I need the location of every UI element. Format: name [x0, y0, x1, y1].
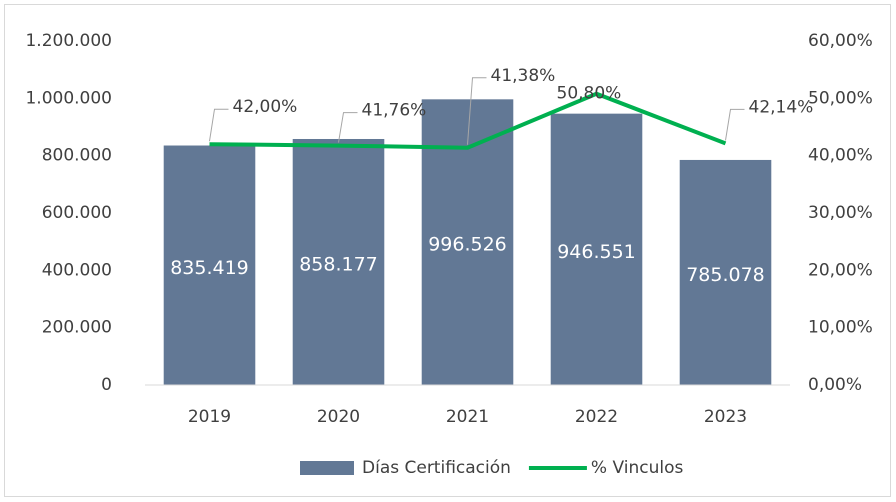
bar — [679, 159, 772, 385]
y2-tick-label: 0,00% — [808, 375, 862, 395]
x-tick-label: 2022 — [575, 407, 618, 427]
line-value-label: 42,00% — [233, 97, 298, 117]
line — [209, 91, 727, 150]
y-tick-label: 400.000 — [42, 260, 112, 280]
bar-value-label: 858.177 — [299, 253, 378, 275]
bar-value-label: 946.551 — [557, 241, 636, 263]
legend-label: Días Certificación — [362, 458, 511, 478]
line-value-label: 41,38% — [491, 66, 556, 86]
bar-value-label: 996.526 — [428, 234, 507, 256]
line-value-label: 42,14% — [749, 97, 814, 117]
leader-line — [725, 108, 745, 141]
y-tick-label: 600.000 — [42, 203, 112, 223]
y2-tick-label: 20,00% — [808, 260, 873, 280]
line-value-label: 50,80% — [557, 84, 622, 104]
y-tick-label: 200.000 — [42, 318, 112, 338]
bar — [550, 113, 643, 385]
y-tick-label: 1.000.000 — [25, 88, 112, 108]
leader-line — [209, 108, 229, 142]
x-tick-label: 2020 — [317, 407, 360, 427]
leader-line — [338, 112, 358, 143]
y-tick-label: 1.200.000 — [25, 31, 112, 51]
legend-label: % Vinculos — [591, 458, 684, 478]
y2-tick-label: 50,00% — [808, 88, 873, 108]
y2-tick-label: 10,00% — [808, 318, 873, 338]
leader-line — [467, 77, 487, 145]
bar-value-label: 785.078 — [686, 264, 765, 286]
y2-tick-label: 40,00% — [808, 146, 873, 166]
bar-value-label: 835.419 — [170, 257, 249, 279]
bar — [292, 138, 385, 385]
x-tick-label: 2023 — [704, 407, 747, 427]
x-tick-label: 2019 — [188, 407, 231, 427]
y2-tick-label: 60,00% — [808, 31, 873, 51]
bar — [163, 145, 256, 385]
line-value-label: 41,76% — [362, 101, 427, 121]
y2-tick-label: 30,00% — [808, 203, 873, 223]
y-tick-label: 0 — [101, 375, 112, 395]
legend-swatch — [300, 461, 354, 475]
x-tick-label: 2021 — [446, 407, 489, 427]
y-tick-label: 800.000 — [42, 146, 112, 166]
